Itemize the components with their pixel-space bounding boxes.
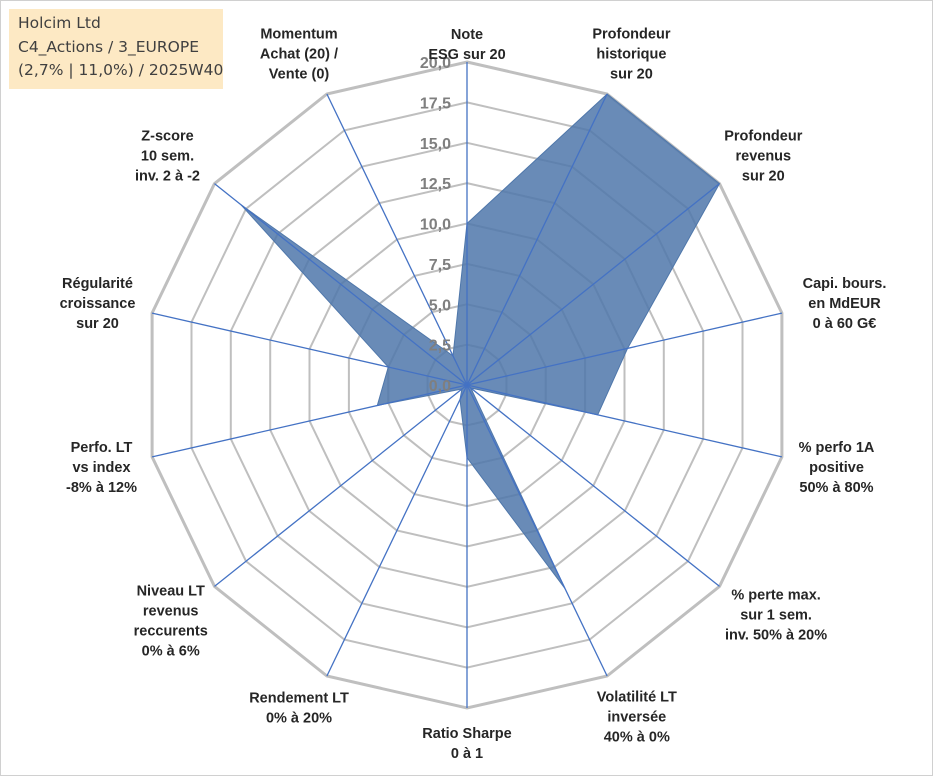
axis-label: % perfo 1A positive 50% à 80%: [799, 440, 875, 496]
axis-spoke-10: [151, 384, 468, 458]
info-company: Holcim Ltd: [18, 14, 101, 32]
axis-spoke-13: [326, 93, 468, 386]
axis-label: Régularité croissance sur 20: [60, 276, 136, 332]
axis-label: Z-score 10 sem. inv. 2 à -2: [135, 129, 200, 185]
axis-label: Momentum Achat (20) / Vente (0): [260, 26, 338, 82]
axis-label: Rendement LT 0% à 20%: [249, 691, 349, 727]
tick-label: 7,5: [429, 257, 451, 274]
axis-label: Capi. bours. en MdEUR 0 à 60 G€: [803, 276, 887, 332]
tick-label: 0,0: [429, 378, 451, 395]
axis-label: Profondeur revenus sur 20: [724, 129, 802, 185]
tick-label: 12,5: [420, 176, 451, 193]
axis-label: Note ESG sur 20: [428, 27, 505, 63]
axis-spoke-8: [326, 384, 468, 677]
axis-spoke-2: [466, 183, 720, 386]
axis-spoke-11: [151, 312, 468, 386]
info-category: C4_Actions / 3_EUROPE: [18, 37, 199, 56]
axis-label: Perfo. LT vs index -8% à 12%: [66, 440, 137, 496]
tick-label: 15,0: [420, 136, 451, 153]
tick-label: 17,5: [420, 95, 451, 112]
info-period: (2,7% | 11,0%) / 2025W40: [18, 61, 224, 79]
axis-spoke-9: [214, 384, 468, 587]
axis-spoke-1: [466, 93, 608, 386]
axis-spoke-5: [466, 384, 720, 587]
axis-spoke-6: [466, 384, 608, 677]
axis-label: Volatilité LT inversée 40% à 0%: [597, 690, 677, 746]
tick-label: 2,5: [429, 338, 451, 355]
axis-label: Ratio Sharpe 0 à 1: [422, 726, 511, 762]
axis-label: Niveau LT revenus reccurents 0% à 6%: [134, 584, 208, 660]
info-box: Holcim Ltd C4_Actions / 3_EUROPE (2,7% |…: [9, 9, 223, 89]
axis-spoke-12: [214, 183, 468, 386]
tick-label: 5,0: [429, 297, 451, 314]
axis-spoke-4: [466, 384, 783, 458]
tick-label: 10,0: [420, 217, 451, 234]
axis-spoke-3: [466, 312, 783, 386]
axis-label: Profondeur historique sur 20: [592, 26, 670, 82]
tick-label: 20,0: [420, 55, 451, 72]
axis-label: % perte max. sur 1 sem. inv. 50% à 20%: [725, 587, 827, 643]
